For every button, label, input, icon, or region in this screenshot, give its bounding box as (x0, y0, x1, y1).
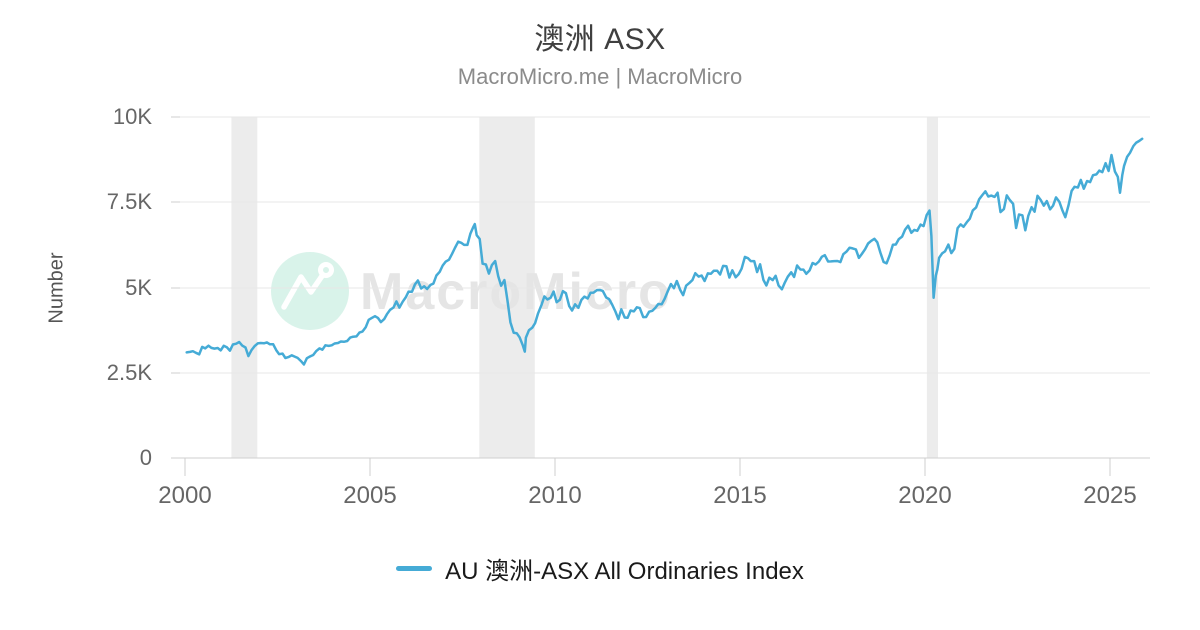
y-tick-label: 5K (125, 275, 152, 300)
x-tick-label: 2020 (898, 482, 952, 509)
y-tick-label: 10K (112, 104, 152, 129)
x-tick-label: 2010 (528, 482, 582, 509)
x-tick-label: 2015 (713, 482, 767, 509)
legend-label: AU 澳洲-ASX All Ordinaries Index (445, 557, 804, 585)
chart-subtitle: MacroMicro.me | MacroMicro (457, 64, 743, 89)
legend: AU 澳洲-ASX All Ordinaries Index (0, 550, 1200, 586)
watermark-linechart-icon (281, 273, 325, 310)
legend-line-swatch (396, 565, 433, 571)
x-tick-label: 2025 (1083, 482, 1137, 509)
x-tick-label: 2000 (158, 482, 212, 509)
watermark-text: MacroMicro (360, 263, 672, 321)
watermark-icon-dot (318, 262, 334, 278)
x-tick-label: 2005 (343, 482, 397, 509)
y-tick-label: 0 (139, 445, 152, 470)
y-tick-label: 2.5K (106, 360, 152, 385)
y-tick-label: 7.5K (106, 189, 152, 214)
chart-title: 澳洲 ASX (534, 23, 666, 56)
series-line (185, 137, 1144, 366)
legend-item[interactable]: AU 澳洲-ASX All Ordinaries Index (396, 551, 804, 586)
